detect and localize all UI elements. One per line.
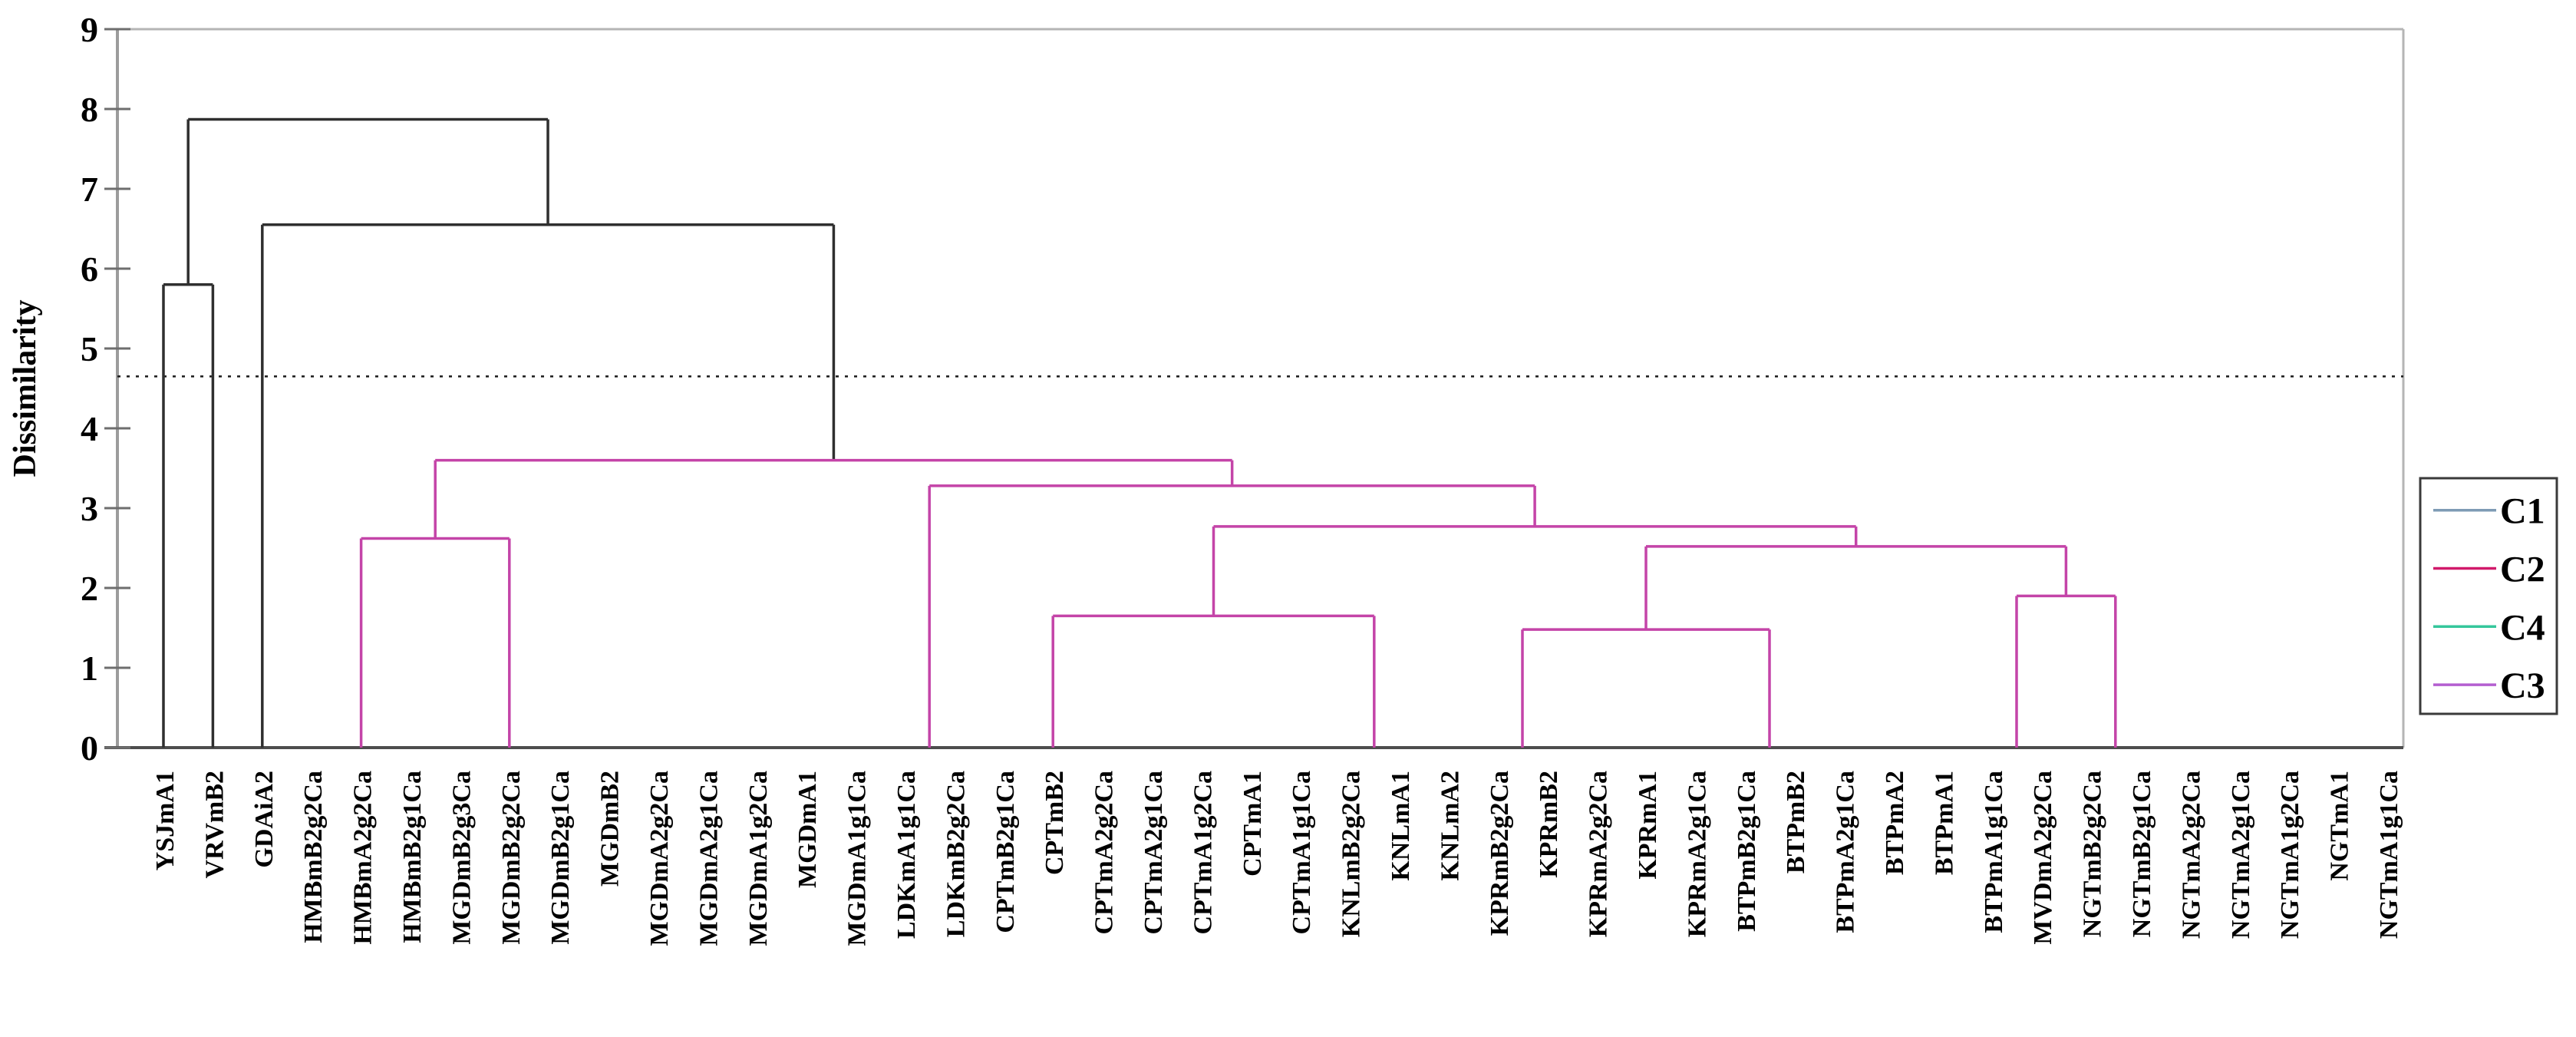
- x-axis-label: HMBmA2g2Ca: [349, 771, 378, 945]
- x-axis-label: NGTmA1g1Ca: [2375, 771, 2403, 939]
- x-axis-label: NGTmA2g1Ca: [2227, 771, 2255, 939]
- x-axis-label: HMBmB2g2Ca: [299, 771, 328, 943]
- x-axis-label: MGDmB2g3Ca: [447, 771, 476, 945]
- x-axis-label: MGDmA1: [793, 771, 822, 888]
- x-axis-label: YSJmA1: [151, 771, 180, 870]
- x-axis-label: LDKmB2g2Ca: [942, 771, 970, 937]
- x-axis-label: KPRmB2: [1535, 771, 1563, 878]
- x-axis-label: NGTmA2g2Ca: [2177, 771, 2205, 939]
- x-axis-label: KPRmA2g1Ca: [1683, 771, 1711, 937]
- y-tick-label: 9: [81, 10, 98, 49]
- x-axis-label: BTPmB2g1Ca: [1733, 771, 1761, 932]
- x-axis-label: KPRmA1: [1634, 771, 1662, 880]
- y-tick-label: 1: [81, 649, 98, 688]
- x-axis-label: LDKmA1g1Ca: [892, 771, 921, 939]
- x-axis-label: MGDmA2g1Ca: [694, 771, 723, 946]
- x-axis-label: BTPmB2: [1782, 771, 1810, 874]
- x-axis-label: NGTmB2g1Ca: [2128, 771, 2156, 937]
- x-axis-label: GDAiA2: [250, 771, 279, 868]
- x-axis-label: BTPmA1g1Ca: [1980, 771, 2008, 933]
- y-tick-label: 4: [81, 409, 98, 448]
- x-axis-label: BTPmA2: [1881, 771, 1909, 875]
- x-axis-label: CPTmA1g2Ca: [1189, 771, 1217, 934]
- y-tick-label: 2: [81, 569, 98, 608]
- x-axis-label: MGDmA1g1Ca: [843, 771, 872, 946]
- x-axis-label: KPRmB2g2Ca: [1486, 771, 1514, 936]
- x-axis-label: BTPmA2g1Ca: [1832, 771, 1860, 933]
- x-axis-label: MGDmB2g1Ca: [546, 771, 575, 945]
- legend-label-c3: C3: [2500, 665, 2545, 706]
- y-axis-title: Dissimilarity: [8, 300, 43, 477]
- x-axis-label: KNLmA2: [1436, 771, 1464, 881]
- x-axis-label: KNLmB2g2Ca: [1337, 771, 1366, 937]
- y-tick-label: 8: [81, 90, 98, 129]
- x-axis-label: NGTmB2g2Ca: [2079, 771, 2107, 937]
- x-axis-label: KNLmA1: [1387, 771, 1415, 881]
- y-tick-label: 7: [81, 170, 98, 209]
- x-axis-label: VRVmB2: [200, 771, 229, 878]
- x-axis-label: MGDmA1g2Ca: [744, 771, 773, 946]
- x-axis-label: KPRmA2g2Ca: [1585, 771, 1613, 937]
- legend-label-c4: C4: [2500, 607, 2545, 648]
- x-axis-label: CPTmA2g2Ca: [1090, 771, 1119, 934]
- x-axis-label: CPTmA2g1Ca: [1140, 771, 1168, 934]
- y-tick-label: 6: [81, 249, 98, 289]
- y-tick-label: 5: [81, 329, 98, 368]
- x-axis-label: NGTmA1g2Ca: [2276, 771, 2304, 939]
- legend-label-c1: C1: [2500, 491, 2545, 532]
- legend-box: [2419, 477, 2558, 715]
- y-tick-label: 0: [81, 728, 98, 768]
- x-axis-label: CPTmB2g1Ca: [991, 771, 1020, 933]
- x-axis-label: CPTmB2: [1041, 771, 1069, 875]
- y-tick-label: 3: [81, 489, 98, 528]
- legend-label-c2: C2: [2500, 549, 2545, 590]
- x-axis-label: HMBmB2g1Ca: [398, 771, 427, 943]
- x-axis-label: MGDmB2: [596, 771, 625, 887]
- x-axis-label: MGDmB2g2Ca: [497, 771, 526, 945]
- x-axis-label: BTPmA1: [1930, 771, 1958, 875]
- x-axis-label: MVDmA2g2Ca: [2029, 771, 2057, 945]
- x-axis-label: NGTmA1: [2326, 771, 2354, 881]
- x-axis-label: CPTmA1g1Ca: [1288, 771, 1316, 934]
- x-axis-label: CPTmA1: [1239, 771, 1267, 877]
- x-axis-label: MGDmA2g2Ca: [645, 771, 674, 946]
